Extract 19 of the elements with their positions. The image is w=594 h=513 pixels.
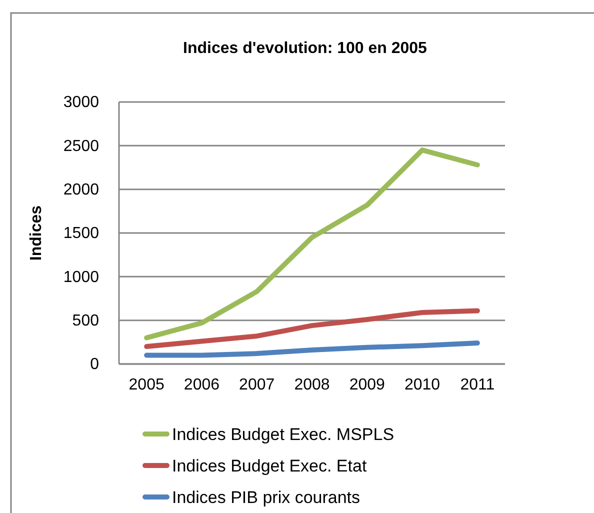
y-tick-label: 3000	[63, 94, 100, 112]
legend-label: Indices Budget Exec. Etat	[172, 456, 367, 476]
chart-title: Indices d'evolution: 100 en 2005	[183, 40, 428, 57]
x-tick-label: 2010	[404, 376, 440, 394]
x-tick-label: 2005	[128, 376, 164, 394]
x-tick-label: 2006	[184, 376, 220, 394]
y-tick-label: 0	[90, 356, 100, 374]
y-tick-label: 500	[72, 312, 100, 330]
legend-label: Indices PIB prix courants	[172, 488, 360, 507]
y-tick-label: 1500	[63, 225, 100, 242]
y-axis-title: Indices	[28, 205, 45, 261]
legend-label: Indices Budget Exec. MSPLS	[172, 425, 394, 444]
x-tick-label: 2009	[349, 376, 386, 394]
x-tick-label: 2011	[460, 376, 495, 394]
y-tick-label: 2000	[63, 181, 100, 198]
y-tick-label: 2500	[63, 138, 100, 155]
y-tick-label: 1000	[63, 268, 100, 286]
x-tick-label: 2008	[294, 376, 330, 394]
x-tick-label: 2007	[239, 376, 275, 394]
